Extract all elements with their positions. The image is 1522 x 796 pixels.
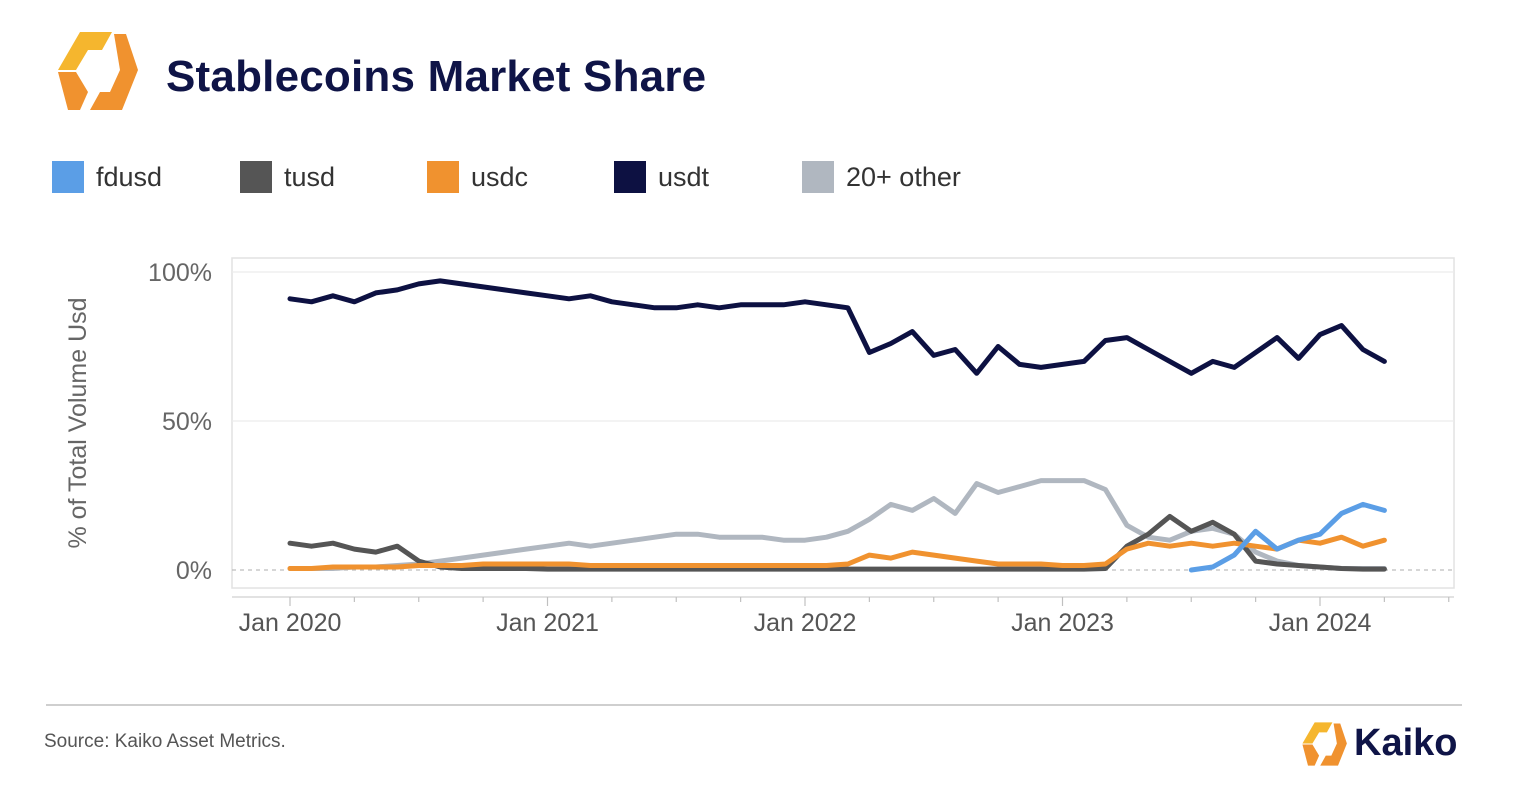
x-tick-label: Jan 2021 [496, 609, 599, 637]
series-lines [287, 278, 1387, 573]
logo-right-shape [90, 34, 138, 110]
legend-label-tusd: tusd [284, 162, 336, 192]
legend-swatch-usdc [427, 161, 459, 193]
x-axis-ticks: Jan 2020 Jan 2021 Jan 2022 Jan 2023 Jan 2024 [232, 596, 1454, 637]
y-tick-label: 0% [176, 557, 212, 585]
x-tick-label: Jan 2023 [1011, 609, 1114, 637]
series-line-20-other [287, 478, 1387, 571]
y-tick-label: 50% [162, 408, 212, 436]
kaiko-logo-icon [58, 32, 138, 110]
plot-frame [231, 257, 1455, 589]
x-tick-label: Jan 2022 [754, 609, 857, 637]
legend-label-usdc: usdc [471, 162, 529, 192]
kaiko-logo-icon [1302, 722, 1347, 766]
brand-logo-right-shape [1320, 723, 1347, 766]
y-axis-ticks: 0% 50% 100% [148, 259, 212, 585]
y-tick-label: 100% [148, 259, 212, 287]
brand-logo-bottom-shape [1302, 744, 1320, 766]
brand-logo-top-shape [1302, 722, 1333, 744]
logo-top-left-shape [58, 32, 112, 70]
x-tick-label: Jan 2024 [1269, 609, 1372, 637]
grid-lines [232, 271, 1454, 571]
y-axis-label: % of Total Volume Usd [64, 297, 92, 548]
legend-label-usdt: usdt [658, 162, 710, 192]
legend-swatch-other [802, 161, 834, 193]
page-title: Stablecoins Market Share [166, 52, 707, 101]
series-line-usdt [287, 278, 1387, 376]
legend-swatch-fdusd [52, 161, 84, 193]
legend-swatch-tusd [240, 161, 272, 193]
legend-label-other: 20+ other [846, 162, 961, 192]
brand-name: Kaiko [1354, 722, 1458, 764]
series-line-fdusd [1188, 501, 1387, 573]
source-note: Source: Kaiko Asset Metrics. [44, 731, 286, 752]
line-chart: 0%50%100% Jan 2020 Jan 2021 Jan 2022 Jan 20… [64, 257, 1455, 637]
legend-swatch-usdt [614, 161, 646, 193]
footer-divider [46, 704, 1462, 706]
logo-bottom-left-shape [58, 72, 88, 110]
legend-label-fdusd: fdusd [96, 162, 163, 192]
series-line-tusd [287, 513, 1387, 572]
series-line-usdc [287, 534, 1387, 571]
kaiko-brand: Kaiko [1296, 716, 1476, 770]
x-tick-label: Jan 2020 [239, 609, 342, 637]
